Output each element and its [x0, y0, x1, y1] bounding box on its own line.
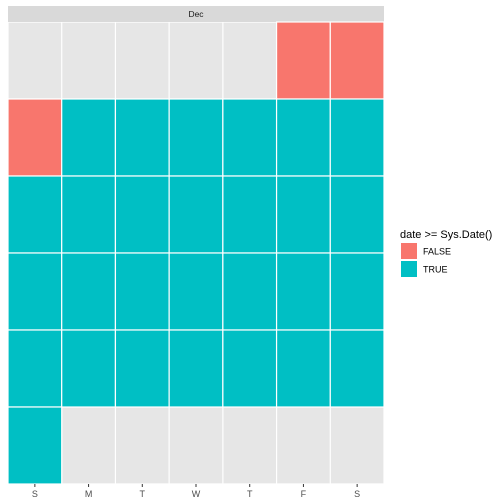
x-tick-label: T: [140, 489, 146, 499]
heatmap-cell: [168, 175, 224, 254]
heatmap-cell: [61, 175, 117, 254]
heatmap-cell: [329, 21, 385, 100]
heatmap-cell: [329, 175, 385, 254]
heatmap-cell: [7, 98, 63, 177]
heatmap-cell: [275, 98, 331, 177]
legend-key: [401, 243, 417, 259]
heatmap-cell: [275, 329, 331, 408]
heatmap-cell: [222, 252, 278, 331]
heatmap-cell: [275, 252, 331, 331]
heatmap-cell: [61, 252, 117, 331]
heatmap-cell: [7, 175, 63, 254]
heatmap-cell: [222, 329, 278, 408]
legend: date >= Sys.Date() FALSE TRUE: [400, 229, 492, 277]
heatmap-cell: [275, 21, 331, 100]
heatmap-cell: [7, 252, 63, 331]
x-tick-label: S: [354, 489, 360, 499]
heatmap-cell: [61, 329, 117, 408]
heatmap-cell: [114, 98, 170, 177]
x-tick-label: T: [247, 489, 253, 499]
heatmap-cell: [329, 98, 385, 177]
heatmap-cell: [168, 252, 224, 331]
heatmap-cell: [7, 329, 63, 408]
heatmap-cell: [114, 175, 170, 254]
heatmap-cells: [7, 21, 385, 485]
facet-strip: Dec: [8, 6, 384, 22]
facet-strip-background: [8, 6, 384, 22]
heatmap-cell: [168, 329, 224, 408]
legend-label: TRUE: [423, 265, 448, 275]
facet-label: Dec: [188, 9, 204, 19]
heatmap-cell: [275, 175, 331, 254]
x-tick-label: S: [32, 489, 38, 499]
heatmap-cell: [168, 98, 224, 177]
legend-key: [401, 261, 417, 277]
heatmap-cell: [7, 406, 63, 485]
heatmap-cell: [114, 329, 170, 408]
legend-label: FALSE: [423, 247, 451, 257]
heatmap-cell: [329, 252, 385, 331]
x-tick-label: M: [85, 489, 93, 499]
heatmap-cell: [114, 252, 170, 331]
heatmap-cell: [61, 98, 117, 177]
heatmap-cell: [222, 98, 278, 177]
heatmap-cell: [222, 175, 278, 254]
heatmap-cell: [329, 329, 385, 408]
x-tick-label: W: [192, 489, 201, 499]
x-tick-label: F: [301, 489, 307, 499]
legend-title: date >= Sys.Date(): [400, 229, 492, 241]
